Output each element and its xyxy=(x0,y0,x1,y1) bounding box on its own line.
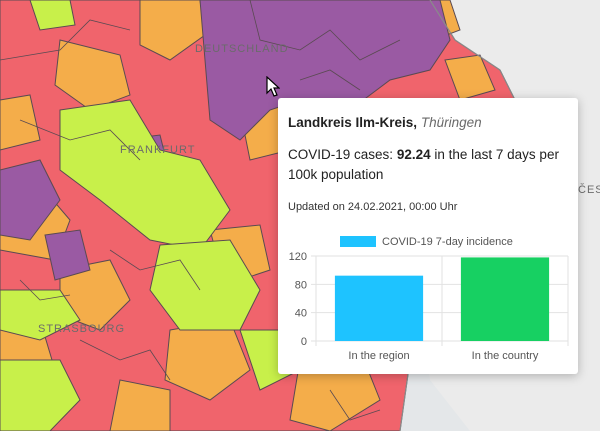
incidence-bar-chart: COVID-19 7-day incidence 0 40 80 120 In the … xyxy=(289,236,569,362)
cases-prefix: COVID-19 cases: xyxy=(288,147,394,162)
district-name: Landkreis Ilm-Kreis, xyxy=(288,115,418,130)
district-borders xyxy=(0,0,401,421)
map-label-frankfurt: FRANKFURT xyxy=(120,144,195,156)
district-popup: Landkreis Ilm-Kreis, Thüringen COVID-19 … xyxy=(278,98,578,374)
chart-bars xyxy=(334,257,550,341)
legend-swatch xyxy=(340,236,376,247)
map-label-strasbourg: STRASBOURG xyxy=(38,323,125,335)
y-tick-label-0: 0 xyxy=(301,336,307,348)
y-tick-label-80: 80 xyxy=(295,279,307,291)
chart-axes: 0 40 80 120 In the region In the country xyxy=(289,251,569,362)
popup-title: Landkreis Ilm-Kreis, Thüringen xyxy=(288,115,482,130)
y-tick-label-120: 120 xyxy=(289,251,307,263)
y-tick-label-40: 40 xyxy=(295,308,307,320)
state-name: Thüringen xyxy=(420,115,482,130)
x-tick-label-0: In the region xyxy=(348,350,409,362)
legend-label: COVID-19 7-day incidence xyxy=(382,236,513,248)
cases-text: COVID-19 cases: 92.24 in the last 7 days… xyxy=(288,145,568,185)
cases-suffix: in the last 7 days per 100k population xyxy=(288,147,559,182)
bar-0 xyxy=(334,275,424,341)
map-label-deutschland: DEUTSCHLAND xyxy=(195,43,289,55)
bar-1 xyxy=(460,257,550,341)
x-tick-label-1: In the country xyxy=(472,350,539,362)
updated-timestamp: Updated on 24.02.2021, 00:00 Uhr xyxy=(288,201,458,213)
cases-value: 92.24 xyxy=(396,147,431,162)
mouse-cursor-icon xyxy=(266,76,280,97)
map-label-cesk: ČESK xyxy=(578,183,600,196)
